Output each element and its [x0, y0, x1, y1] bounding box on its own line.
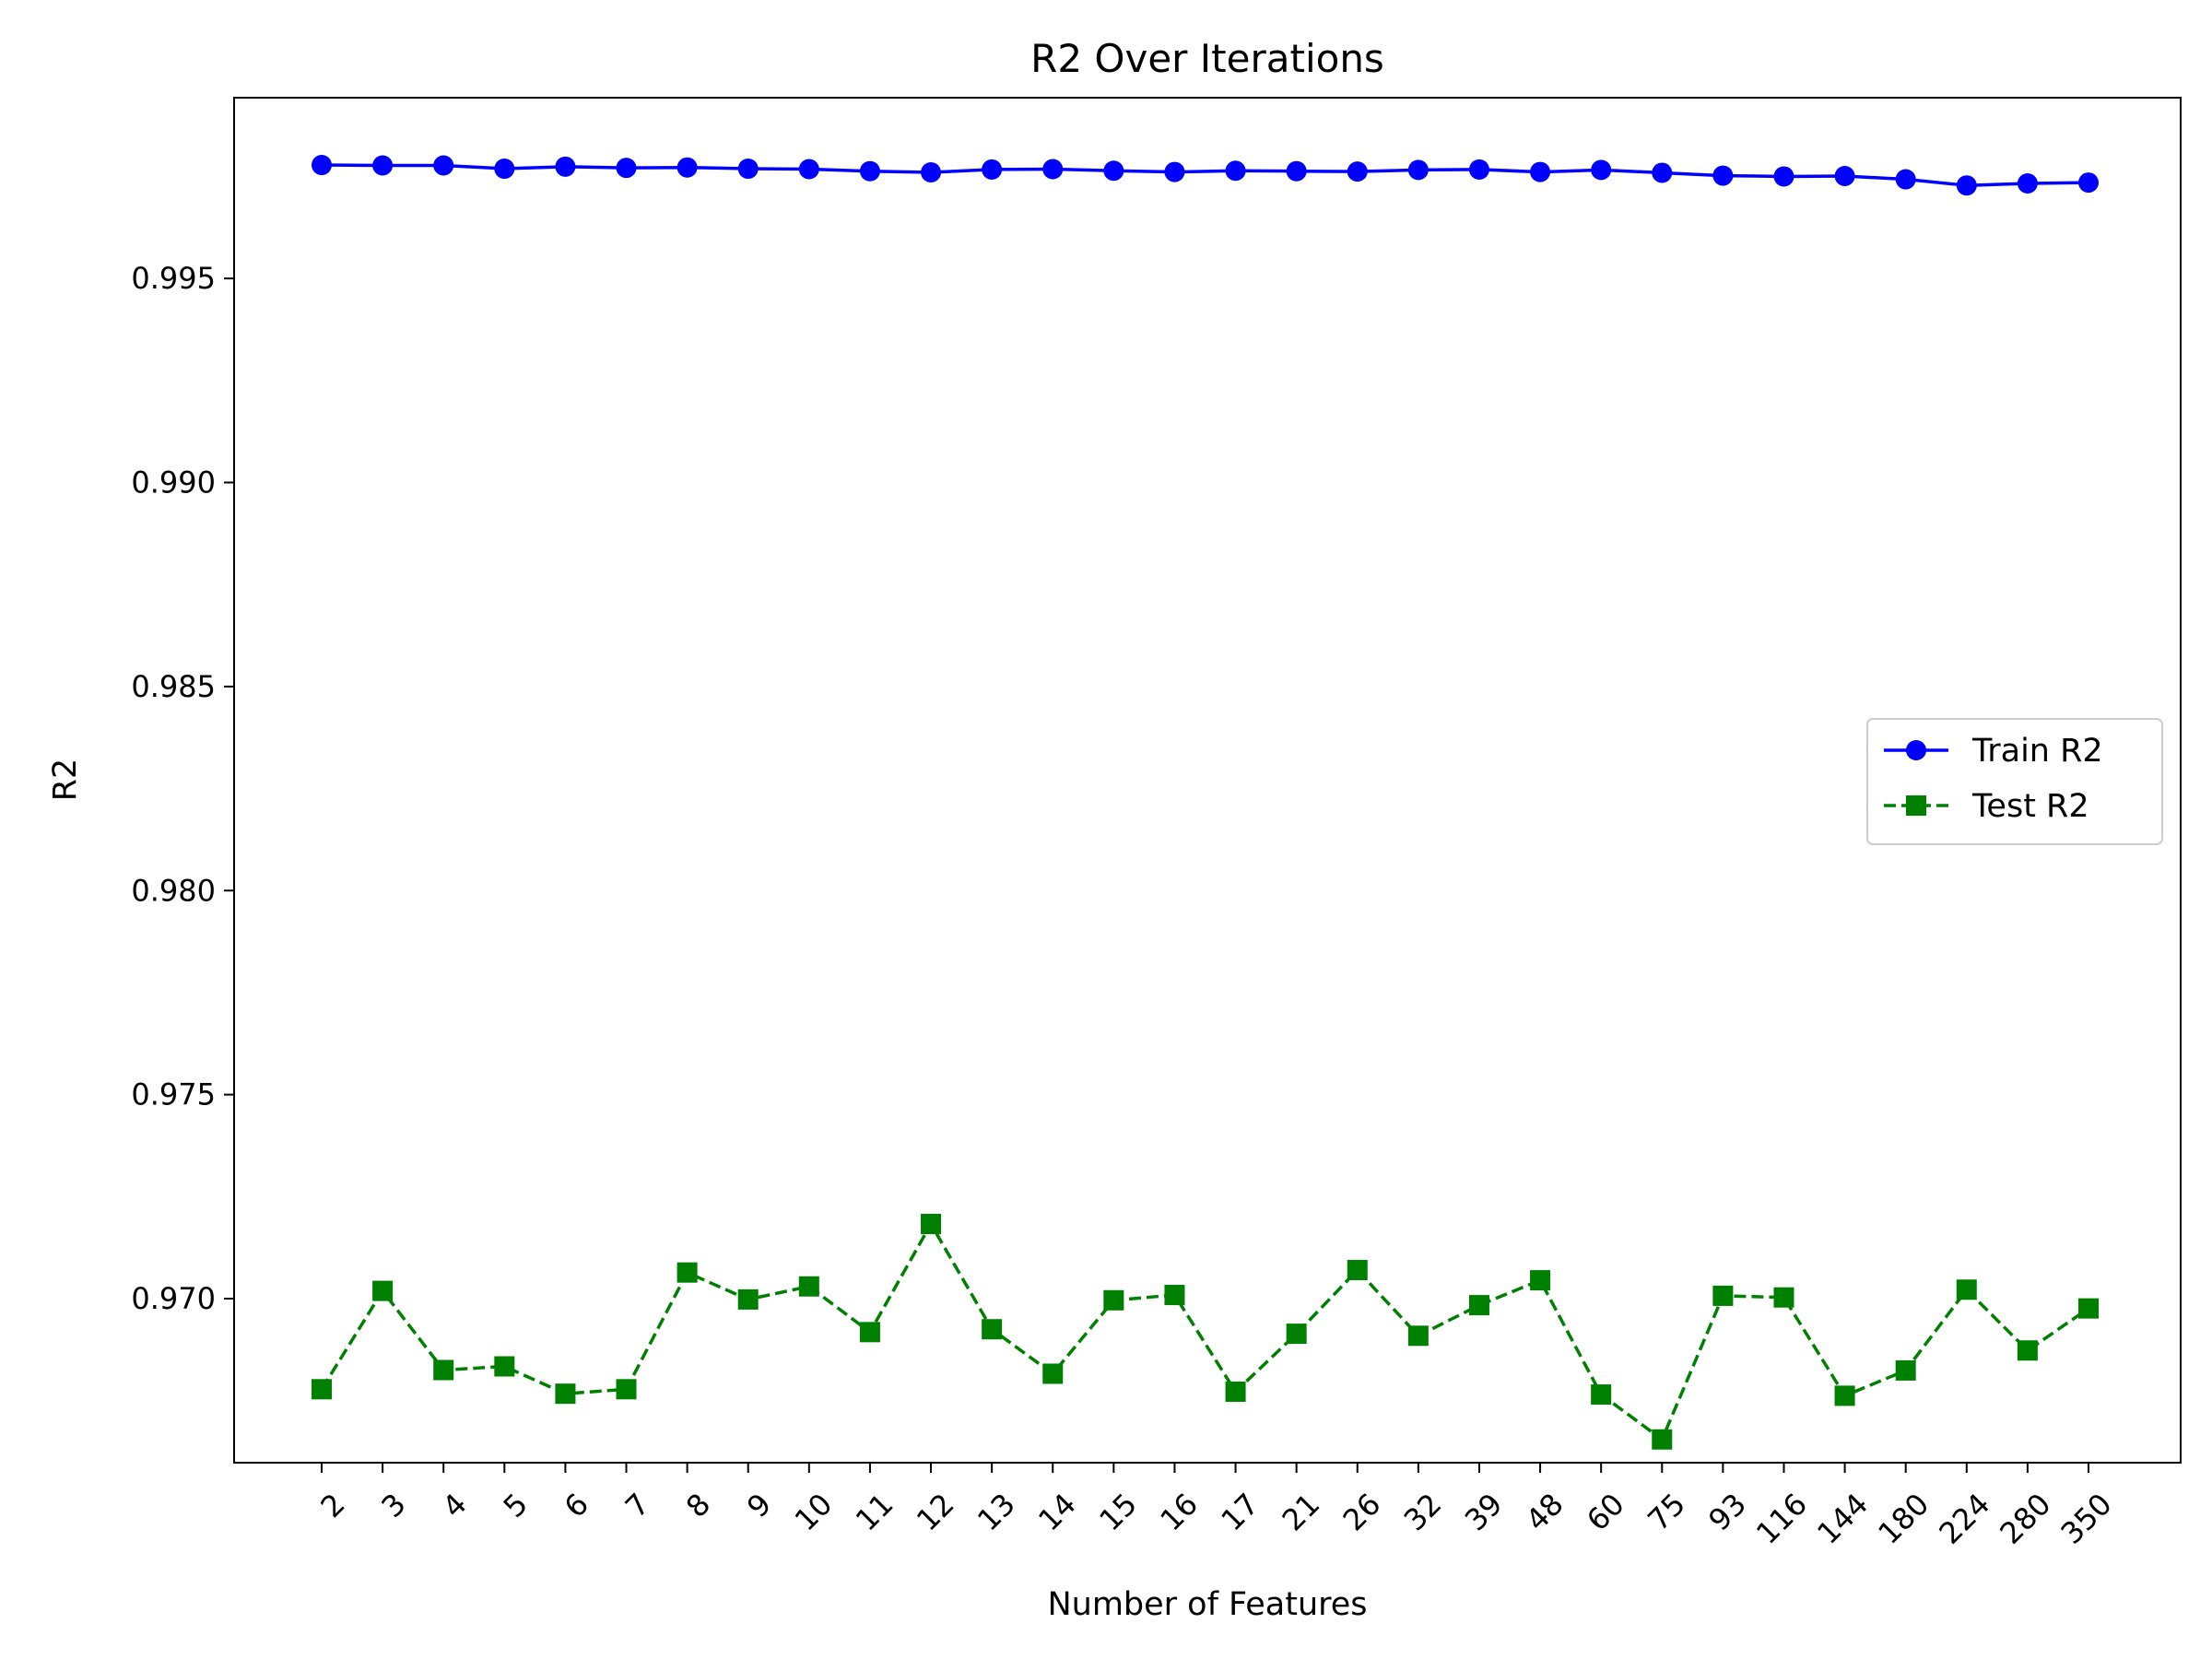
data-point — [1591, 159, 1612, 181]
legend-entry-test-r2: Test R2 — [1884, 788, 2089, 825]
x-axis-label: Number of Features — [1047, 1586, 1367, 1623]
data-point — [1103, 160, 1124, 182]
y-tick-label: 0.980 — [131, 873, 216, 908]
chart-title: R2 Over Iterations — [1030, 36, 1384, 81]
data-point — [494, 1356, 515, 1377]
data-point — [1042, 1363, 1064, 1384]
legend-marker — [1906, 740, 1926, 760]
data-point — [737, 1288, 759, 1310]
data-point — [677, 1262, 698, 1283]
plot-frame — [233, 97, 2182, 1464]
data-point — [1895, 1359, 1916, 1381]
data-point — [921, 1213, 942, 1234]
data-point — [1286, 160, 1307, 182]
data-point — [982, 1319, 1003, 1340]
data-point — [1225, 160, 1246, 182]
data-point — [737, 159, 759, 180]
data-point — [1712, 165, 1734, 186]
legend-entry-train-r2: Train R2 — [1884, 733, 2103, 770]
data-point — [372, 1280, 394, 1301]
data-point — [1468, 159, 1489, 180]
data-point — [982, 159, 1003, 180]
series-train-r2 — [312, 155, 2099, 196]
data-point — [859, 160, 880, 182]
data-point — [1286, 1324, 1307, 1345]
data-point — [1652, 162, 1673, 183]
data-point — [1347, 1260, 1368, 1281]
data-point — [1956, 175, 1977, 196]
data-point — [433, 1359, 454, 1381]
legend-label: Test R2 — [1971, 788, 2089, 825]
data-point — [2017, 1340, 2038, 1361]
y-tick-label: 0.990 — [131, 465, 216, 500]
data-point — [1164, 161, 1185, 182]
y-tick-label: 0.985 — [131, 669, 216, 704]
series-line — [320, 1222, 2089, 1441]
data-point — [1591, 1384, 1612, 1406]
y-tick-label: 0.995 — [131, 261, 216, 296]
series-layer — [312, 155, 2099, 1450]
data-point — [1407, 159, 1429, 181]
series-line — [321, 163, 2089, 187]
data-point — [433, 155, 454, 176]
data-point — [798, 1276, 819, 1297]
legend: Train R2 Test R2 — [1866, 718, 2163, 845]
data-point — [1042, 159, 1064, 180]
data-point — [2078, 172, 2099, 194]
data-point — [1468, 1295, 1489, 1316]
data-point — [1530, 1270, 1551, 1291]
data-point — [859, 1322, 880, 1343]
data-point — [1103, 1289, 1124, 1311]
data-point — [616, 1379, 637, 1400]
y-tick-label: 0.975 — [131, 1077, 216, 1112]
data-point — [1895, 169, 1916, 190]
data-point — [798, 159, 819, 180]
data-point — [1773, 1287, 1794, 1308]
data-point — [1225, 1381, 1246, 1402]
y-tick-label: 0.970 — [131, 1281, 216, 1316]
data-point — [1712, 1285, 1734, 1306]
series-test-r2 — [312, 1213, 2099, 1450]
data-point — [2017, 172, 2038, 194]
data-point — [1773, 166, 1794, 187]
data-point — [1652, 1429, 1673, 1450]
legend-label: Train R2 — [1971, 733, 2103, 770]
data-point — [2078, 1298, 2099, 1319]
data-point — [616, 158, 637, 179]
data-point — [1164, 1285, 1185, 1306]
data-point — [1347, 161, 1368, 182]
y-axis-label: R2 — [47, 759, 84, 802]
data-point — [921, 162, 942, 183]
data-point — [1407, 1325, 1429, 1347]
data-point — [1956, 1279, 1977, 1300]
data-point — [1834, 1385, 1855, 1406]
data-point — [312, 155, 332, 176]
data-point — [677, 157, 698, 178]
data-point — [1834, 166, 1855, 187]
data-point — [312, 1379, 332, 1400]
y-axis: 0.970 0.975 0.980 0.985 0.990 0.995 — [131, 261, 234, 1316]
data-point — [555, 1383, 576, 1405]
legend-marker — [1906, 795, 1926, 816]
data-point — [494, 159, 515, 180]
data-point — [1530, 161, 1551, 182]
data-point — [555, 156, 576, 177]
data-point — [372, 155, 394, 176]
